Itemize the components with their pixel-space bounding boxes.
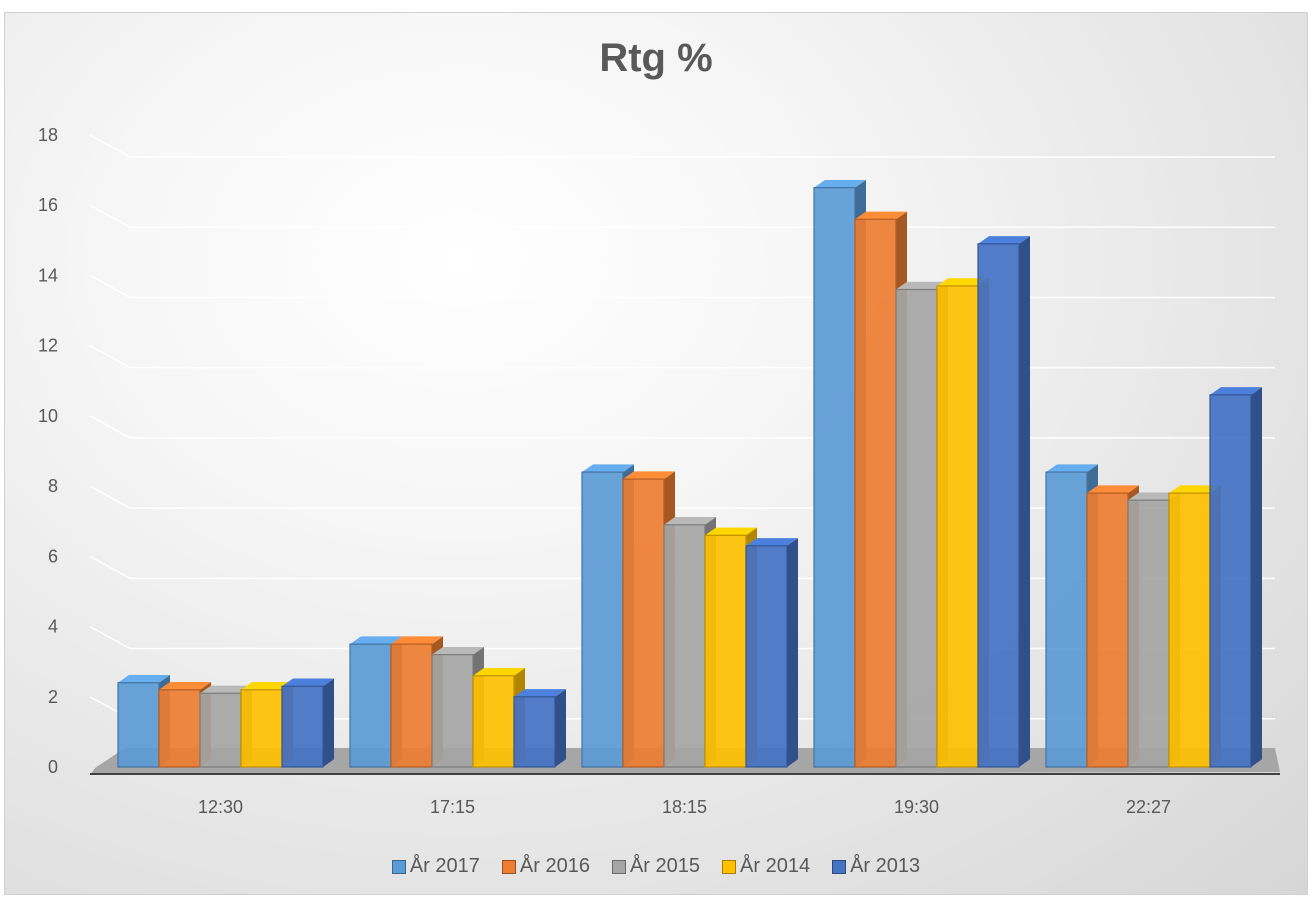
bar-side <box>787 538 798 767</box>
legend-item: År 2014 <box>722 855 810 878</box>
bar-top <box>623 471 675 480</box>
bar-top <box>159 682 211 690</box>
y-tick-label: 4 <box>48 617 58 637</box>
bar-top <box>937 278 989 286</box>
bar <box>704 534 747 768</box>
y-tick-label: 16 <box>38 195 58 215</box>
bar-side <box>555 689 566 767</box>
bar-top <box>473 668 525 676</box>
y-tick-label: 0 <box>48 757 58 777</box>
legend-item: År 2013 <box>832 855 920 878</box>
bar <box>513 696 556 768</box>
bar <box>581 471 624 768</box>
legend-label: År 2016 <box>519 855 590 877</box>
bar <box>199 692 242 768</box>
bar-top <box>282 678 334 687</box>
legend: År 2017 År 2016 År 2015 År 2014 År 2013 <box>0 855 1312 878</box>
gridline <box>89 274 1275 299</box>
x-tick-label: 19:30 <box>894 797 939 817</box>
bar-top <box>1087 485 1139 494</box>
bar-top <box>241 682 293 690</box>
x-tick-label: 12:30 <box>198 797 243 817</box>
bar-top <box>746 538 798 546</box>
x-tick-label: 17:15 <box>430 797 475 817</box>
y-tick-label: 18 <box>38 125 58 145</box>
bar <box>936 285 979 768</box>
bar <box>745 545 788 768</box>
y-tick-label: 8 <box>48 476 58 496</box>
bar <box>1127 499 1170 768</box>
legend-swatch <box>722 859 737 874</box>
bar <box>622 478 665 768</box>
bar-top <box>664 517 716 525</box>
bar-top <box>1046 464 1098 473</box>
gridline <box>89 134 1275 158</box>
bar <box>472 675 515 768</box>
legend-label: År 2014 <box>740 855 811 877</box>
bar-top <box>1128 492 1180 501</box>
x-tick-label: 22:27 <box>1126 797 1171 817</box>
legend-item: År 2015 <box>611 855 701 878</box>
bar-top <box>350 636 402 645</box>
bar <box>349 643 392 768</box>
legend-swatch <box>391 859 406 874</box>
bar <box>813 187 856 768</box>
bar-top <box>432 646 484 655</box>
bar <box>663 524 706 768</box>
y-tick-label: 6 <box>48 546 58 566</box>
bar <box>117 682 160 768</box>
bar-top <box>978 236 1030 244</box>
legend-swatch <box>501 859 516 874</box>
bar-top <box>814 179 866 188</box>
y-tick-label: 12 <box>38 336 58 356</box>
bar-top <box>1210 387 1262 395</box>
legend-swatch <box>611 859 626 874</box>
y-tick-label: 2 <box>48 687 58 707</box>
bar <box>390 643 433 768</box>
bar-top <box>855 211 907 220</box>
bar-top <box>705 527 757 536</box>
bar-top <box>896 281 948 290</box>
y-tick-label: 10 <box>38 406 58 426</box>
gridline <box>89 345 1275 369</box>
legend-label: År 2015 <box>629 855 701 877</box>
gridline <box>89 415 1275 439</box>
bar <box>977 243 1020 768</box>
legend-label: År 2013 <box>850 855 921 877</box>
bar <box>1168 492 1211 768</box>
bar <box>854 218 897 768</box>
legend-label: År 2017 <box>409 855 480 877</box>
gridline <box>89 204 1275 228</box>
bar-top <box>514 689 566 697</box>
bar <box>281 685 324 768</box>
bar <box>431 654 474 768</box>
legend-item: År 2016 <box>501 855 590 878</box>
y-tick-label: 14 <box>38 265 58 285</box>
bar <box>895 288 938 768</box>
legend-swatch <box>832 859 847 874</box>
bar-side <box>1251 387 1262 767</box>
bar <box>240 689 283 768</box>
bar <box>1045 471 1088 768</box>
bar <box>158 689 201 768</box>
bar-top <box>1169 485 1221 494</box>
bar-top <box>118 675 170 683</box>
chart-title: Rtg % <box>599 36 713 80</box>
legend-item: År 2017 <box>391 855 480 878</box>
bar-top <box>582 464 634 473</box>
x-tick-label: 18:15 <box>662 797 707 817</box>
bar-side <box>323 678 334 767</box>
bar <box>1086 492 1129 768</box>
bar-top <box>391 636 443 645</box>
bar-side <box>1019 236 1030 768</box>
bar-top <box>200 685 252 694</box>
bar <box>1209 394 1252 768</box>
